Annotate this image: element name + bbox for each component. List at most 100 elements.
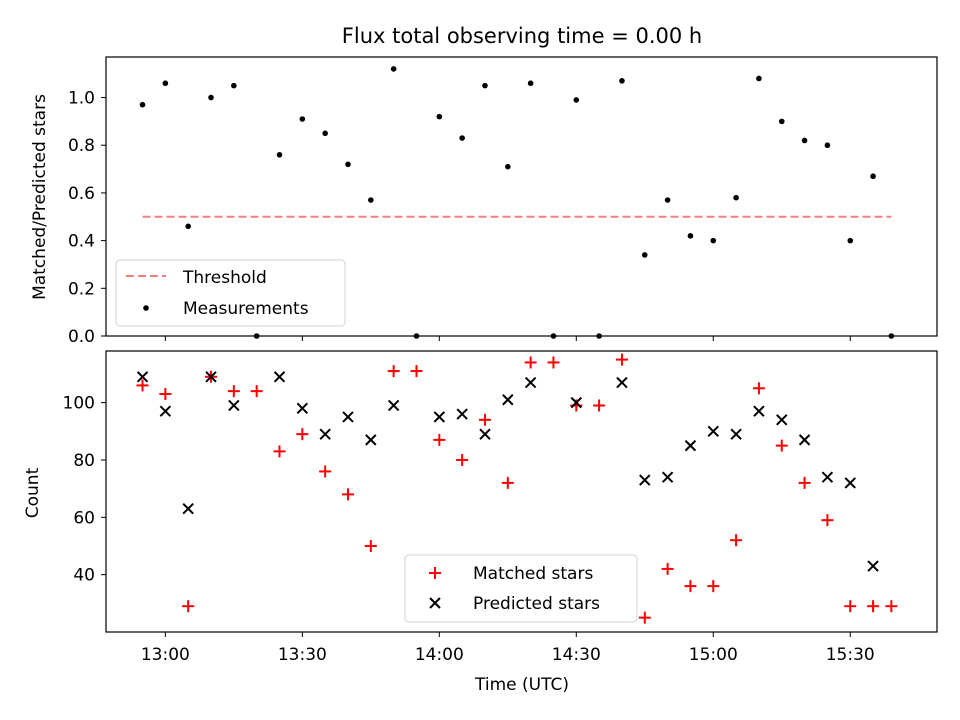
predicted-stars-point: [502, 394, 514, 406]
predicted-stars-point: [753, 405, 765, 417]
measurement-point: [756, 75, 762, 82]
measurement-point: [505, 163, 511, 170]
predicted-stars-point: [387, 399, 400, 412]
legend-matched-swatch: [429, 567, 441, 579]
measurement-point: [299, 116, 306, 122]
matched-stars-point: [867, 600, 880, 613]
measurement-point: [139, 101, 146, 108]
predicted-stars-point: [433, 411, 446, 423]
matched-stars-point: [638, 611, 651, 624]
matched-stars-point: [456, 453, 469, 466]
predicted-stars-point: [844, 477, 856, 489]
legend-ratio: Threshold Measurements: [115, 259, 346, 327]
matched-stars-point: [821, 514, 834, 527]
y-tick-label: 0.0: [68, 327, 95, 347]
y-axis-label-count: Count: [23, 467, 43, 518]
measurement-point: [276, 151, 283, 158]
predicted-stars-point: [798, 434, 811, 446]
matched-stars-point: [501, 476, 514, 489]
predicted-stars-point: [867, 560, 879, 572]
predicted-stars-point: [570, 396, 582, 409]
measurement-point: [368, 197, 374, 203]
measurement-point: [345, 161, 351, 168]
x-tick-label: 13:00: [141, 645, 190, 665]
measurement-point: [870, 173, 876, 180]
plot-frame-ratio: [105, 56, 938, 337]
measurement-point: [390, 66, 397, 72]
legend-predicted-swatch: [429, 597, 441, 609]
measurement-point: [527, 80, 534, 87]
chart-title: Flux total observing time = 0.00 h: [342, 24, 702, 48]
measurement-point: [664, 197, 671, 203]
measurement-point: [619, 78, 625, 84]
measurement-point: [801, 137, 808, 144]
matched-stars-point: [227, 385, 240, 398]
predicted-stars-point: [616, 376, 628, 389]
legend-measurements-label: Measurements: [183, 299, 309, 319]
y-tick-label: 1.0: [68, 89, 95, 109]
predicted-stars-point: [182, 502, 194, 515]
legend-threshold-label: Threshold: [182, 268, 267, 288]
predicted-stars-point: [319, 428, 331, 440]
matched-stars-point: [775, 439, 788, 452]
matched-stars-point: [136, 379, 149, 392]
predicted-stars-point: [296, 402, 309, 415]
measurement-point: [436, 113, 443, 120]
y-tick-label: 0.2: [68, 279, 95, 299]
matched-stars-point: [885, 600, 898, 613]
predicted-stars-point: [205, 371, 217, 383]
predicted-stars-point: [365, 434, 377, 446]
matched-stars-point: [341, 488, 354, 501]
predicted-stars-point: [524, 376, 537, 389]
x-tick-label: 15:00: [689, 645, 738, 665]
predicted-stars-point: [730, 428, 742, 440]
legend-box: [115, 259, 346, 327]
x-tick-label: 14:00: [415, 645, 464, 665]
matched-stars-point: [707, 580, 720, 593]
predicted-stars-point: [684, 439, 697, 452]
measurement-point: [824, 142, 831, 149]
predicted-stars-point: [821, 471, 834, 483]
y-tick-label: 80: [73, 451, 95, 471]
predicted-stars-point: [273, 371, 286, 383]
matched-stars-point: [798, 476, 811, 489]
measurement-point: [687, 233, 694, 239]
x-tick-label: 13:30: [278, 645, 327, 665]
predicted-stars-point: [342, 411, 354, 423]
x-axis-label-time: Time (UTC): [474, 675, 569, 695]
measurement-point: [322, 130, 328, 137]
measurement-point: [162, 80, 169, 87]
y-tick-label: 0.4: [68, 232, 95, 252]
predicted-stars-point: [159, 405, 172, 417]
measurement-point: [208, 94, 214, 101]
legend-count: Matched stars Predicted stars: [404, 554, 638, 623]
matched-stars-point: [478, 413, 491, 426]
matched-stars-point: [593, 399, 606, 412]
measurement-point: [185, 223, 191, 230]
count-panel: Count Time (UTC) 40 60 80 100 13:00 13:30 14:…: [23, 350, 938, 695]
matched-stars-point: [250, 385, 263, 398]
matched-stars-point: [730, 534, 743, 547]
matched-stars-point: [752, 382, 765, 395]
matched-stars-point: [319, 465, 332, 478]
y-tick-label: 40: [73, 566, 95, 586]
matched-stars-point: [844, 600, 857, 613]
matched-stars-point: [387, 365, 400, 378]
predicted-stars-point: [479, 428, 491, 440]
matched-stars-point: [661, 562, 674, 575]
matched-stars-point: [364, 539, 377, 552]
y-tick-label: 0.8: [68, 136, 95, 156]
measurement-point: [231, 82, 237, 89]
measurement-point: [710, 237, 717, 244]
measurement-point: [573, 97, 580, 103]
predicted-stars-point: [639, 474, 651, 486]
legend-matched-label: Matched stars: [473, 564, 593, 584]
matched-stars-point: [182, 600, 195, 613]
predicted-stars-point: [776, 414, 788, 426]
measurement-point: [778, 118, 785, 125]
predicted-stars-point: [661, 471, 674, 483]
matched-stars-point: [524, 356, 537, 369]
y-tick-label: 0.6: [68, 184, 95, 204]
ratio-panel: Flux total observing time = 0.00 h Match…: [30, 24, 938, 347]
